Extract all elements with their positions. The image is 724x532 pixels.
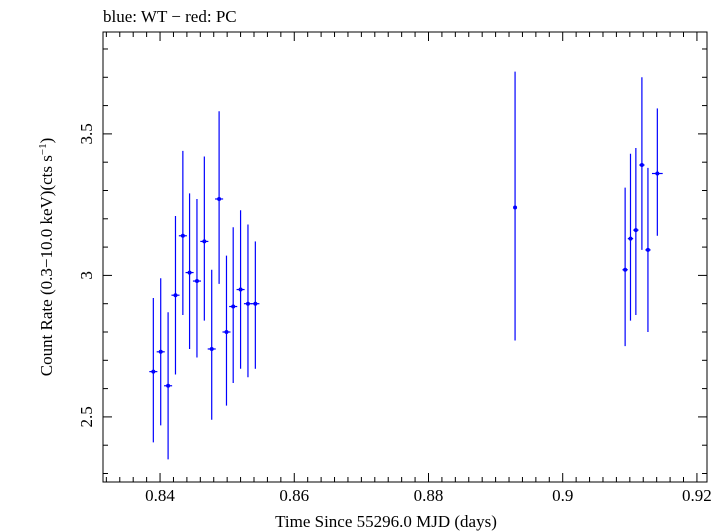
- x-axis: 0.84 0.86 0.88 0.9 0.92: [105, 32, 712, 505]
- x-tick-label: 0.86: [279, 486, 309, 505]
- x-tick-label: 0.88: [414, 486, 444, 505]
- y-tick-label: 2.5: [77, 406, 96, 427]
- data-point: [633, 148, 639, 316]
- y-axis-label-superscript: −1: [37, 143, 49, 155]
- point-marker: [158, 349, 163, 354]
- point-marker: [209, 346, 214, 351]
- data-point: [651, 108, 663, 236]
- y-tick-label: 3: [77, 271, 96, 280]
- y-axis-label-main: Count Rate (0.3−10.0 keV)(cts s: [37, 155, 56, 376]
- data-point: [243, 224, 252, 378]
- data-point: [171, 215, 180, 375]
- point-marker: [639, 163, 644, 168]
- y-axis-label-close: ): [37, 138, 56, 144]
- data-point: [627, 153, 634, 321]
- point-marker: [217, 196, 222, 201]
- data-point: [622, 187, 628, 347]
- point-marker: [231, 304, 236, 309]
- data-point: [645, 167, 651, 332]
- data-point: [164, 312, 173, 460]
- point-marker: [151, 369, 156, 374]
- data-point: [215, 111, 224, 284]
- point-marker: [245, 301, 250, 306]
- y-axis-label: Count Rate (0.3−10.0 keV)(cts s−1): [37, 138, 56, 377]
- x-tick-label: 0.84: [145, 486, 175, 505]
- plot-frame: [102, 31, 708, 483]
- point-marker: [633, 228, 638, 233]
- point-marker: [253, 301, 258, 306]
- data-point: [229, 227, 238, 383]
- data-point: [513, 71, 518, 341]
- point-marker: [194, 279, 199, 284]
- data-points: [149, 71, 663, 460]
- point-marker: [166, 383, 171, 388]
- data-point: [222, 255, 231, 406]
- data-point: [200, 156, 209, 321]
- point-marker: [623, 267, 628, 272]
- chart-title: blue: WT − red: PC: [103, 7, 237, 26]
- point-marker: [238, 287, 243, 292]
- point-marker: [628, 236, 633, 241]
- data-point: [192, 198, 201, 358]
- y-axis: 2.5 3 3.5: [77, 48, 707, 475]
- data-point: [639, 77, 645, 250]
- data-point: [251, 241, 260, 369]
- data-point: [236, 210, 245, 369]
- data-point: [178, 150, 187, 316]
- x-tick-label: 0.92: [682, 486, 712, 505]
- point-marker: [202, 239, 207, 244]
- point-marker: [224, 330, 229, 334]
- point-marker: [513, 205, 518, 210]
- point-marker: [187, 270, 192, 275]
- point-marker: [655, 171, 660, 176]
- data-point: [149, 298, 158, 443]
- x-tick-label: 0.9: [552, 486, 573, 505]
- data-point: [185, 193, 194, 349]
- data-point: [156, 278, 165, 426]
- point-marker: [180, 233, 185, 238]
- y-tick-label: 3.5: [77, 123, 96, 144]
- point-marker: [173, 293, 178, 298]
- data-point: [207, 269, 216, 420]
- x-axis-label: Time Since 55296.0 MJD (days): [275, 512, 497, 531]
- point-marker: [645, 247, 650, 252]
